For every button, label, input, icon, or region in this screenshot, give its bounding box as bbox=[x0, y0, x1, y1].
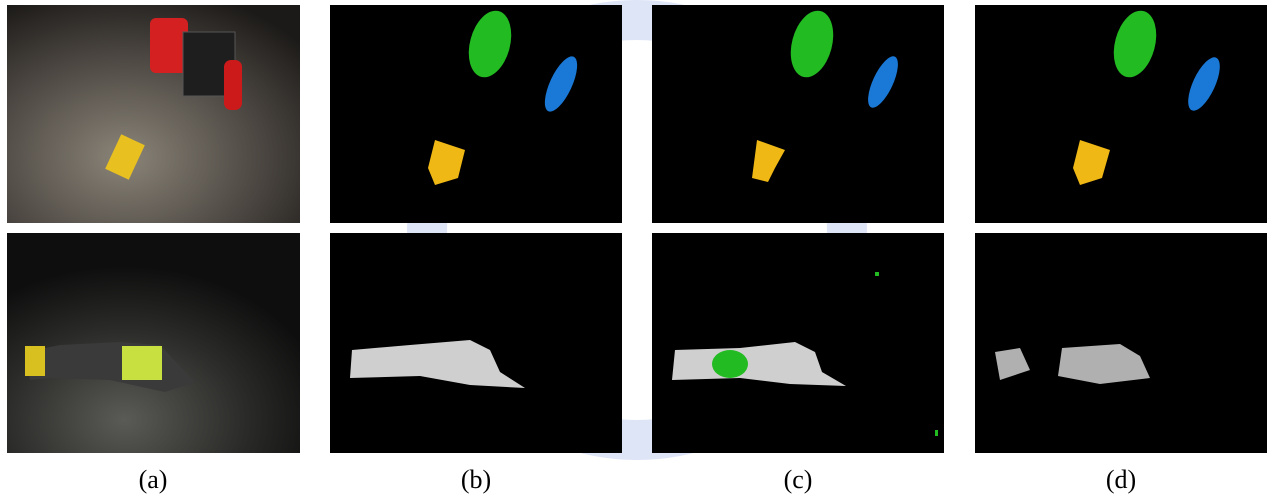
caption: (d) bbox=[1106, 465, 1136, 494]
caption: (b) bbox=[461, 465, 491, 494]
mask-d1 bbox=[975, 5, 1267, 223]
mask-c2 bbox=[652, 233, 944, 453]
figure: (a) (b) (c) (d) bbox=[0, 0, 1274, 500]
mask-b1 bbox=[330, 5, 622, 223]
mask-b2 bbox=[330, 233, 622, 453]
photo-a1 bbox=[7, 5, 300, 223]
mask-c1 bbox=[652, 5, 944, 223]
caption: (a) bbox=[139, 465, 168, 494]
photo-a2 bbox=[7, 233, 300, 453]
caption: (c) bbox=[784, 465, 813, 494]
mask-d2 bbox=[975, 233, 1267, 453]
